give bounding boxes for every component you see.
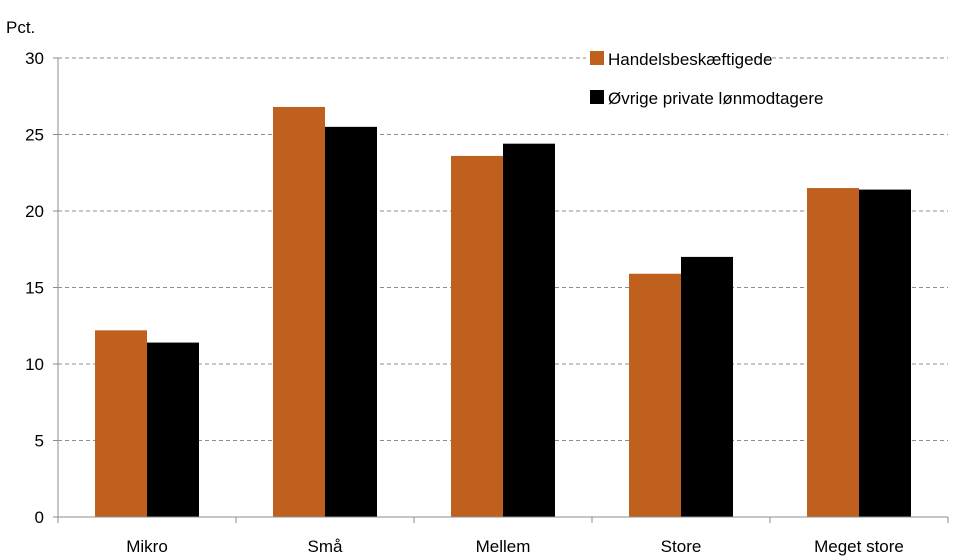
x-tick-label: Mellem [476,537,531,556]
y-tick-label: 15 [25,279,44,298]
legend-background-1 [586,46,754,72]
bar-handelsbeskaeftigede-0 [95,330,147,517]
y-tick-label: 25 [25,126,44,145]
y-tick-label: 5 [35,432,44,451]
bars [95,106,911,518]
bar-oevrige-private-0 [147,342,199,517]
bar-handelsbeskaeftigede-4 [807,188,859,518]
bar-oevrige-private-4 [859,189,911,517]
x-tick-label: Små [308,537,344,556]
y-axis-tick-labels: 0 5 10 15 20 25 30 [25,49,44,527]
x-tick-label: Mikro [126,537,168,556]
bar-oevrige-private-3 [681,256,733,517]
axes [53,57,949,523]
x-tick-label: Meget store [814,537,904,556]
y-tick-label: 20 [25,202,44,221]
bar-oevrige-private-1 [325,126,377,517]
legend-background-2 [586,84,904,110]
x-axis-tick-labels: Mikro Små Mellem Store Meget store [126,537,904,556]
legend: Handelsbeskæftigede Øvrige private lønmo… [586,46,904,110]
y-axis-unit-label: Pct. [6,18,35,37]
y-tick-label: 30 [25,49,44,68]
y-tick-label: 0 [35,508,44,527]
bar-oevrige-private-2 [503,143,555,517]
bar-handelsbeskaeftigede-3 [629,273,681,517]
x-tick-label: Store [661,537,702,556]
bar-handelsbeskaeftigede-2 [451,155,503,518]
bar-handelsbeskaeftigede-1 [273,106,325,518]
legend-label-handelsbeskaeftigede: Handelsbeskæftigede [608,50,772,69]
y-tick-label: 10 [25,355,44,374]
legend-label-oevrige-private: Øvrige private lønmodtagere [608,89,823,108]
legend-swatch-oevrige-private [590,90,604,104]
legend-swatch-handelsbeskaeftigede [590,51,604,65]
